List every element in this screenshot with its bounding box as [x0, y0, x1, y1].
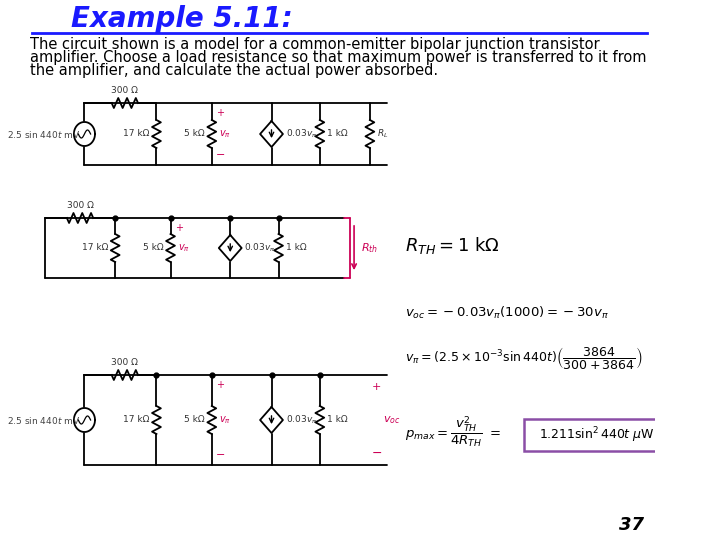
- Text: 37: 37: [619, 516, 644, 534]
- Text: $v_{\pi} = (2.5\times10^{-3}\sin440t)\left(\dfrac{3864}{300+3864}\right)$: $v_{\pi} = (2.5\times10^{-3}\sin440t)\le…: [405, 345, 643, 371]
- Text: $R_L$: $R_L$: [377, 128, 388, 140]
- Text: $v_\pi$: $v_\pi$: [219, 128, 230, 140]
- Text: +: +: [216, 380, 224, 390]
- Text: +: +: [216, 108, 224, 118]
- Text: $p_{max} = \dfrac{v^2_{TH}}{4R_{TH}}\ =$: $p_{max} = \dfrac{v^2_{TH}}{4R_{TH}}\ =$: [405, 415, 501, 450]
- FancyBboxPatch shape: [524, 419, 668, 451]
- Text: $v_{oc}$: $v_{oc}$: [383, 414, 400, 426]
- Text: 17 kΩ: 17 kΩ: [123, 415, 150, 424]
- Text: $v_\pi$: $v_\pi$: [219, 414, 230, 426]
- Text: 2.5 sin 440$t$ mV: 2.5 sin 440$t$ mV: [6, 415, 80, 426]
- Text: $v_\pi$: $v_\pi$: [178, 242, 189, 254]
- Text: 1 kΩ: 1 kΩ: [286, 244, 306, 253]
- Text: $v_{oc} = -0.03v_{\pi}(1000) = -30v_{\pi}$: $v_{oc} = -0.03v_{\pi}(1000) = -30v_{\pi…: [405, 305, 608, 321]
- Text: The circuit shown is a model for a common-emitter bipolar junction transistor: The circuit shown is a model for a commo…: [30, 37, 600, 52]
- Text: 1 kΩ: 1 kΩ: [327, 130, 348, 138]
- Text: 5 kΩ: 5 kΩ: [143, 244, 163, 253]
- Text: the amplifier, and calculate the actual power absorbed.: the amplifier, and calculate the actual …: [30, 63, 438, 78]
- Text: 2.5 sin 440$t$ mV: 2.5 sin 440$t$ mV: [6, 129, 80, 139]
- Text: Example 5.11:: Example 5.11:: [71, 5, 293, 33]
- Text: $1.211\sin^2 440t\ \mu\mathrm{W}$: $1.211\sin^2 440t\ \mu\mathrm{W}$: [539, 425, 654, 445]
- Text: $0.03v_\pi$: $0.03v_\pi$: [244, 242, 276, 254]
- Text: amplifier. Choose a load resistance so that maximum power is transferred to it f: amplifier. Choose a load resistance so t…: [30, 50, 647, 65]
- Text: $R_{TH} = 1\ \mathrm{k\Omega}$: $R_{TH} = 1\ \mathrm{k\Omega}$: [405, 235, 500, 256]
- Text: $0.03v_\pi$: $0.03v_\pi$: [286, 414, 317, 426]
- Text: −: −: [372, 447, 382, 460]
- Text: +: +: [372, 382, 382, 392]
- Text: 1 kΩ: 1 kΩ: [327, 415, 348, 424]
- Text: 300 Ω: 300 Ω: [112, 358, 138, 367]
- Text: −: −: [216, 450, 225, 460]
- Text: 300 Ω: 300 Ω: [112, 86, 138, 95]
- Text: 17 kΩ: 17 kΩ: [123, 130, 150, 138]
- Text: 5 kΩ: 5 kΩ: [184, 415, 204, 424]
- Text: 17 kΩ: 17 kΩ: [82, 244, 108, 253]
- Text: −: −: [216, 150, 225, 160]
- Text: $R_{th}$: $R_{th}$: [361, 241, 378, 255]
- Text: 300 Ω: 300 Ω: [67, 201, 94, 210]
- Text: $0.03v_\pi$: $0.03v_\pi$: [286, 128, 317, 140]
- Text: +: +: [175, 223, 183, 233]
- Text: 5 kΩ: 5 kΩ: [184, 130, 204, 138]
